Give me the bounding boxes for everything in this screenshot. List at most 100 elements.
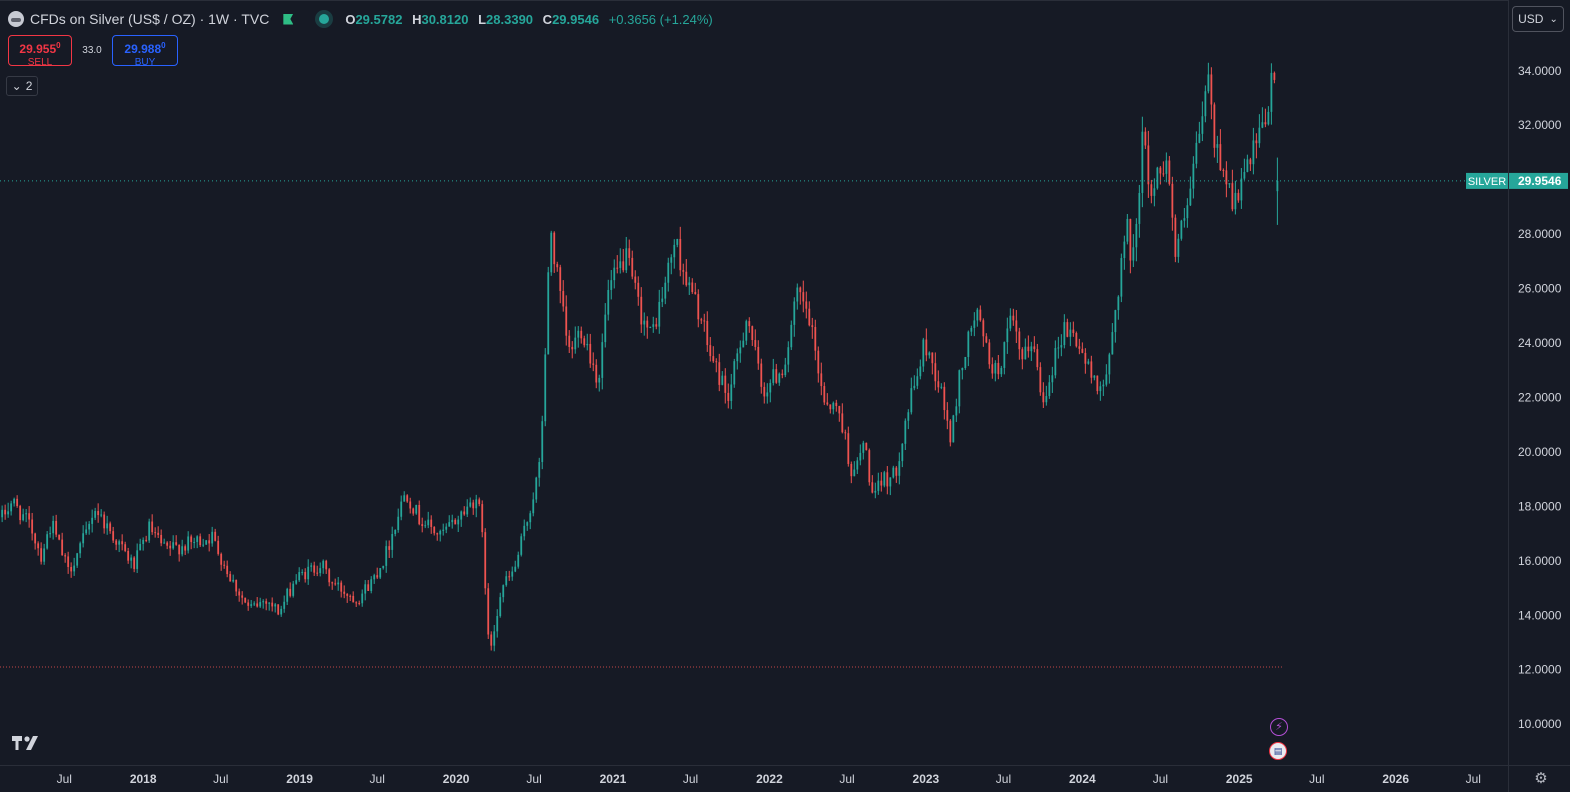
candle-body [94,511,97,518]
candle-body [988,342,991,365]
candle-body [682,270,685,272]
candle-body [1108,354,1111,375]
candle-body [157,532,160,535]
lightning-icon[interactable]: ⚡ [1270,718,1288,736]
tradingview-logo-icon[interactable] [12,735,44,756]
candle-body [550,232,553,273]
candle-body [328,569,331,583]
candle-body [577,330,580,338]
candle-body [832,402,835,410]
candle-body [115,540,118,545]
candle-body [289,588,292,596]
candle-body [256,603,259,607]
candle-body [238,591,241,596]
candle-body [148,521,151,541]
us-flag-icon[interactable]: ▤ [1269,742,1287,760]
price-axis[interactable]: 10.0000 12.0000 14.0000 16.0000 18.0000 20.00… [1508,0,1570,792]
candle-body [895,467,898,476]
candle-body [487,588,490,635]
buy-button[interactable]: 29.9880 BUY [112,35,178,68]
candle-body [877,480,880,491]
candle-body [151,521,154,533]
candle-body [1204,91,1207,117]
candle-body [964,357,967,368]
candles [1,62,1279,652]
candle-body [19,506,22,521]
price-tick-label: 20.0000 [1518,445,1562,459]
candle-body [868,450,871,483]
candle-body [754,340,757,347]
candle-body [628,248,631,258]
candle-body [130,557,133,561]
candle-body [757,346,760,364]
candle-body [814,326,817,351]
candle-body [385,546,388,566]
time-tick-label: 2022 [756,772,783,786]
time-axis[interactable]: Jul 2018 Jul 2019 Jul 2020 Jul 2021 Jul 2022 Jul 20… [0,765,1570,787]
candle-body [508,576,511,578]
candle-body [331,582,334,584]
candle-body [1090,361,1093,378]
candle-body [523,525,526,537]
candle-body [484,532,487,589]
candle-body [760,363,763,387]
candle-body [139,544,142,551]
candle-body [1267,111,1270,125]
time-tick-label: 2024 [1069,772,1096,786]
indicators-toggle-button[interactable]: ⌄ 2 [6,76,38,96]
candle-body [985,336,988,343]
candle-body [1162,173,1165,175]
sell-button[interactable]: 29.9550 SELL [8,35,72,68]
flag-icon[interactable] [283,13,294,25]
candle-body [166,542,169,546]
candle-body [808,308,811,326]
candle-body [16,498,19,507]
symbol-title[interactable]: CFDs on Silver (US$ / OZ) · 1W · TVC [30,11,270,27]
currency-button[interactable]: USD ⌄ [1512,6,1564,32]
candle-body [79,543,82,554]
candle-body [1096,375,1099,392]
candle-body [280,608,283,615]
candle-body [1198,133,1201,143]
gear-icon[interactable]: ⚙ [1534,770,1548,787]
candle-body [436,533,439,535]
candle-body [1174,217,1177,257]
candle-body [1144,131,1147,146]
candle-body [406,495,409,502]
candle-body [1219,144,1222,171]
candle-body [715,361,718,363]
candle-body [136,550,139,569]
candle-body [232,579,235,582]
candle-body [1237,192,1240,201]
candle-body [709,345,712,357]
candle-body [616,267,619,269]
candle-body [748,321,751,327]
candle-body [466,506,469,515]
candle-body [889,477,892,487]
candle-body [196,536,199,542]
candle-body [388,546,391,550]
candle-body [1243,171,1246,179]
candle-body [718,362,721,385]
candle-body [1255,140,1258,144]
candle-body [124,544,127,551]
price-tick-label: 24.0000 [1518,336,1562,350]
candle-body [670,257,673,263]
candle-body [268,602,271,604]
candle-body [835,402,838,407]
chevron-down-icon: ⌄ [1549,13,1558,25]
status-dot-icon [319,14,330,24]
time-tick-label: Jul [1309,772,1324,786]
candle-body [31,519,34,534]
candle-body [220,553,223,565]
candle-body [52,520,55,534]
candle-body [1195,142,1198,164]
candle-body [259,602,262,607]
candle-body [217,540,220,554]
buy-label: BUY [134,57,156,68]
time-tick-label: 2018 [130,772,157,786]
candle-body [775,369,778,383]
candle-body [460,511,463,520]
candle-body [886,472,889,487]
